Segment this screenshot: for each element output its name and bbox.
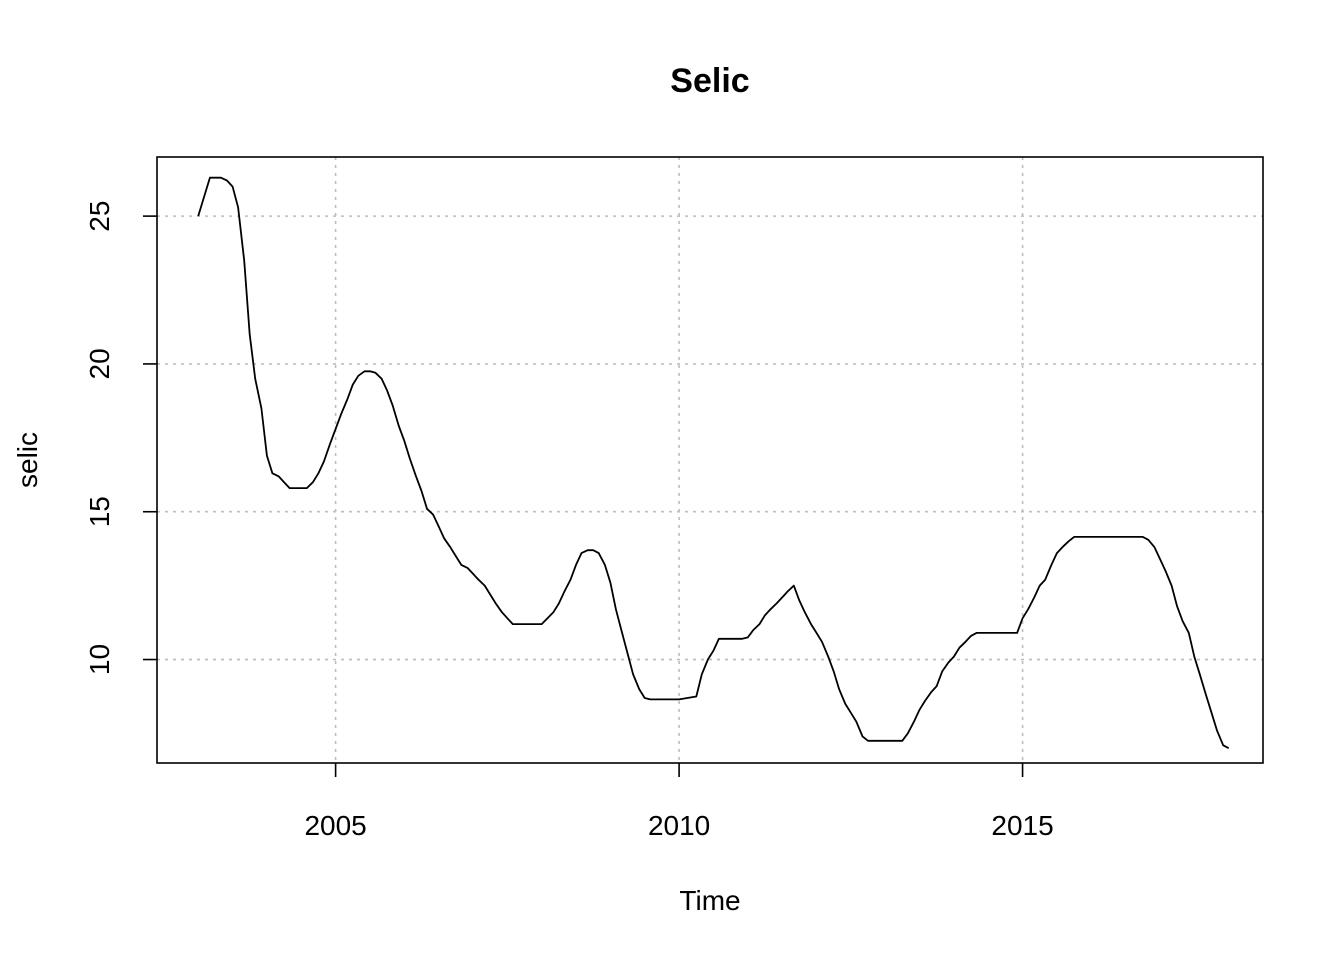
grid-lines [157, 157, 1263, 763]
x-tick-label: 2005 [304, 810, 366, 841]
chart-title: Selic [670, 62, 749, 100]
x-axis-label: Time [679, 885, 740, 916]
y-tick-label: 15 [84, 496, 115, 527]
y-tick-label: 25 [84, 201, 115, 232]
series-line [197, 176, 1230, 749]
x-tick-label: 2010 [648, 810, 710, 841]
axes: 2005 2010 2015 10 15 20 25 [84, 201, 1054, 841]
y-axis-label: selic [12, 432, 43, 488]
series-layer [197, 176, 1230, 749]
plot-frame [156, 156, 1264, 764]
x-tick-label: 2015 [991, 810, 1053, 841]
y-tick-label: 20 [84, 348, 115, 379]
y-tick-label: 10 [84, 644, 115, 675]
